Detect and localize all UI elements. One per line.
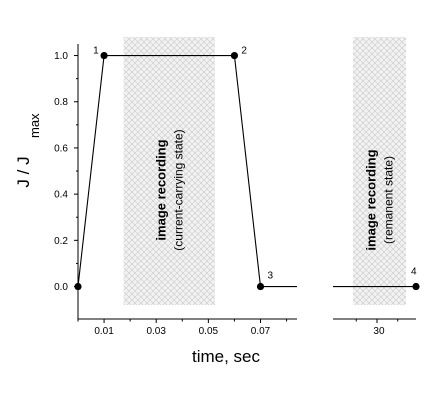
x-axis-title: time, sec	[192, 347, 261, 366]
data-point	[100, 51, 108, 60]
y-tick-label: 0.2	[54, 236, 68, 247]
x-tick-label: 0.05	[199, 326, 219, 337]
data-point	[256, 282, 265, 291]
x-tick-label: 30	[373, 326, 385, 337]
data-point	[230, 51, 239, 60]
x-tick-label: 0.07	[251, 326, 271, 337]
data-point	[74, 282, 82, 291]
x-tick-label: 0.03	[146, 326, 166, 337]
y-tick-label: 1.0	[54, 51, 68, 62]
y-tick-label: 0.8	[54, 97, 68, 108]
x-tick-label: 0.01	[94, 326, 114, 337]
y-axis-title-main: J / J	[14, 156, 33, 187]
shaded-region-subtitle: (current-carrying state)	[171, 129, 185, 250]
data-point	[412, 282, 420, 291]
y-tick-label: 0.0	[54, 282, 68, 293]
shaded-region-subtitle: (remanent state)	[381, 156, 395, 244]
data-series: 1 2 3 4	[74, 46, 420, 291]
y-axis-title-subscript: max	[27, 113, 42, 138]
y-tick-label: 0.6	[54, 143, 68, 154]
data-point-label: 1	[93, 46, 99, 57]
shaded-region-title: image recording	[153, 139, 168, 240]
y-axis-title: J / J max	[14, 113, 42, 188]
shaded-regions: image recording (current-carrying state) i…	[123, 37, 407, 305]
shaded-region-title: image recording	[363, 149, 378, 250]
chart-labels: time, sec J / J max	[14, 113, 261, 366]
axes: 0.0 0.2 0.4 0.6 0.8 1.0 0.01 0.03 0.05 0.07 30	[54, 44, 416, 337]
data-point-label: 3	[268, 271, 274, 282]
y-tick-label: 0.4	[54, 190, 68, 201]
data-point-label: 2	[241, 46, 247, 57]
data-point-label: 4	[411, 267, 417, 278]
shaded-region-2	[352, 37, 407, 305]
shaded-region-1	[123, 37, 215, 305]
